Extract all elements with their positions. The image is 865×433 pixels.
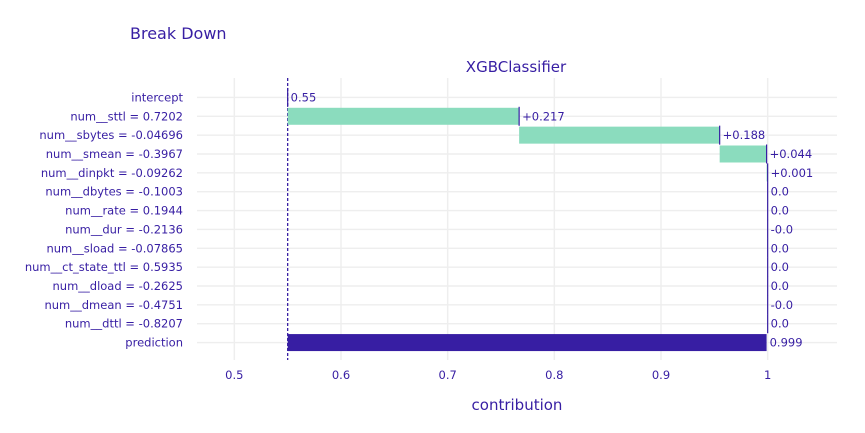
bar: [287, 107, 520, 125]
chart-title: Break Down: [130, 24, 227, 43]
y-tick-label: num__dinpkt = -0.09262: [41, 166, 183, 180]
x-tick-label: 1: [764, 368, 771, 382]
y-tick-label: prediction: [125, 336, 183, 350]
bars: 0.55 +0.217 +0.188 +0.044 +0.001 0.0 0.0 -0.0 0.…: [287, 78, 814, 360]
x-tick-label: 0.7: [439, 368, 457, 382]
y-tick-label: num__dur = -0.2136: [65, 222, 183, 236]
data-label: 0.0: [771, 241, 789, 255]
chart-subtitle: XGBClassifier: [466, 58, 567, 76]
y-axis-labels: intercept num__sttl = 0.7202 num__sbytes =…: [25, 90, 184, 349]
data-label: +0.001: [771, 166, 814, 180]
x-tick-label: 0.9: [652, 368, 670, 382]
x-axis-ticks: 0.5 0.6 0.7 0.8 0.9 1: [225, 368, 771, 382]
data-label: 0.0: [771, 317, 789, 331]
x-tick-label: 0.6: [332, 368, 350, 382]
data-label: 0.55: [291, 90, 317, 104]
data-label: 0.0: [771, 185, 789, 199]
y-tick-label: num__dbytes = -0.1003: [45, 185, 183, 199]
data-label: 0.0: [771, 204, 789, 218]
y-tick-label: num__sbytes = -0.04696: [39, 128, 183, 142]
grid: [197, 78, 837, 360]
y-tick-label: num__sttl = 0.7202: [70, 109, 183, 123]
x-axis-label: contribution: [472, 396, 563, 414]
y-tick-label: num__rate = 0.1944: [65, 204, 183, 218]
data-label: +0.188: [723, 128, 766, 142]
y-tick-label: num__sload = -0.07865: [46, 241, 183, 255]
y-tick-label: num__smean = -0.3967: [46, 147, 183, 161]
data-label: +0.044: [770, 147, 813, 161]
bar: [719, 145, 767, 163]
y-tick-label: num__dmean = -0.4751: [44, 298, 183, 312]
data-label: 0.0: [771, 260, 789, 274]
x-tick-label: 0.5: [225, 368, 243, 382]
data-label: 0.999: [770, 336, 803, 350]
bar: [519, 126, 720, 144]
data-label: 0.0: [771, 279, 789, 293]
data-label: +0.217: [522, 109, 565, 123]
y-tick-label: num__dttl = -0.8207: [65, 317, 183, 331]
y-tick-label: num__ct_state_ttl = 0.5935: [25, 260, 183, 274]
y-tick-label: intercept: [131, 90, 183, 104]
data-label: -0.0: [771, 222, 793, 236]
bar: [287, 334, 767, 352]
data-label: -0.0: [771, 298, 793, 312]
y-tick-label: num__dload = -0.2625: [53, 279, 184, 293]
x-tick-label: 0.8: [545, 368, 563, 382]
